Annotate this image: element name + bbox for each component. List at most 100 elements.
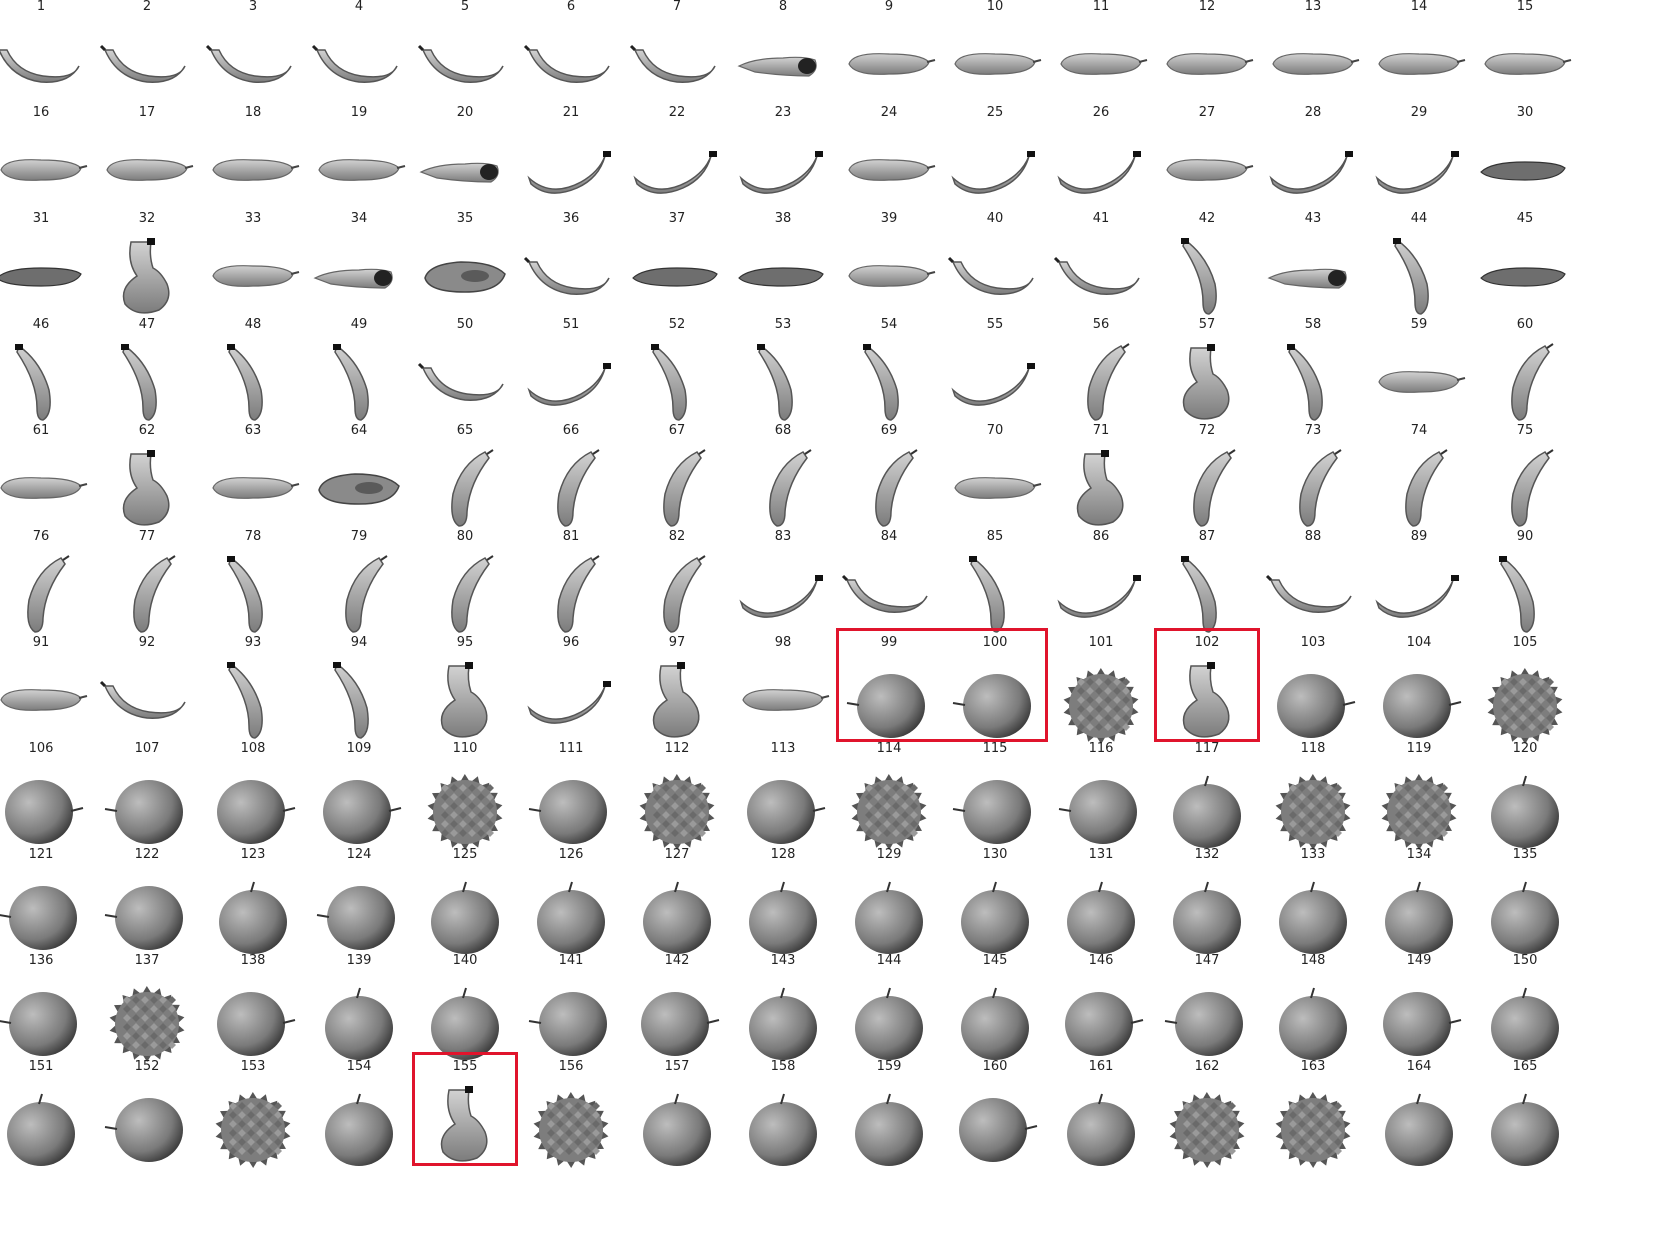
banana-image bbox=[1475, 20, 1575, 108]
apple-image bbox=[1051, 1080, 1151, 1168]
cell-label: 4 bbox=[354, 0, 364, 14]
banana-image bbox=[0, 126, 91, 214]
grid-cell: 5 bbox=[410, 0, 520, 114]
cell-label: 27 bbox=[1198, 105, 1216, 120]
banana-image bbox=[1263, 126, 1363, 214]
grid-cell: 106 bbox=[0, 742, 96, 856]
cell-label: 12 bbox=[1198, 0, 1216, 14]
grid-cell: 13 bbox=[1258, 0, 1368, 114]
cell-label: 129 bbox=[876, 847, 902, 862]
grid-cell: 86 bbox=[1046, 530, 1156, 644]
banana-image bbox=[945, 338, 1045, 426]
apple-image bbox=[1051, 868, 1151, 956]
grid-cell: 100 bbox=[940, 636, 1050, 750]
grid-cell: 162 bbox=[1152, 1060, 1262, 1174]
banana-image bbox=[733, 20, 833, 108]
banana-image bbox=[415, 232, 515, 320]
cell-label: 11 bbox=[1092, 0, 1110, 14]
cell-label: 69 bbox=[880, 423, 898, 438]
grid-cell: 45 bbox=[1470, 212, 1580, 326]
cell-label: 74 bbox=[1410, 423, 1428, 438]
grid-cell: 119 bbox=[1364, 742, 1474, 856]
cell-label: 130 bbox=[982, 847, 1008, 862]
grid-cell: 128 bbox=[728, 848, 838, 962]
apple-image bbox=[521, 868, 621, 956]
grid-cell: 134 bbox=[1364, 848, 1474, 962]
banana-image bbox=[1369, 232, 1469, 320]
cell-label: 165 bbox=[1512, 1059, 1538, 1074]
apple-image bbox=[733, 762, 833, 850]
cell-label: 142 bbox=[664, 953, 690, 968]
banana-image bbox=[0, 338, 91, 426]
grid-cell: 51 bbox=[516, 318, 626, 432]
cell-label: 106 bbox=[28, 741, 54, 756]
grid-cell: 44 bbox=[1364, 212, 1474, 326]
cell-label: 1 bbox=[36, 0, 46, 14]
cell-label: 57 bbox=[1198, 317, 1216, 332]
banana-image bbox=[0, 20, 91, 108]
cell-label: 144 bbox=[876, 953, 902, 968]
grid-cell: 136 bbox=[0, 954, 96, 1068]
cell-label: 52 bbox=[668, 317, 686, 332]
grid-cell: 156 bbox=[516, 1060, 626, 1174]
grid-cell: 69 bbox=[834, 424, 944, 538]
cell-label: 18 bbox=[244, 105, 262, 120]
cell-label: 110 bbox=[452, 741, 478, 756]
cell-label: 19 bbox=[350, 105, 368, 120]
grid-cell: 124 bbox=[304, 848, 414, 962]
cell-label: 6 bbox=[566, 0, 576, 14]
grid-cell: 95 bbox=[410, 636, 520, 750]
grid-cell: 71 bbox=[1046, 424, 1156, 538]
apple-image bbox=[945, 868, 1045, 956]
grid-cell: 8 bbox=[728, 0, 838, 114]
banana-image bbox=[627, 126, 727, 214]
grid-cell: 23 bbox=[728, 106, 838, 220]
banana-image bbox=[945, 20, 1045, 108]
apple-image bbox=[521, 762, 621, 850]
highlight-box bbox=[1154, 628, 1260, 742]
cell-label: 105 bbox=[1512, 635, 1538, 650]
cell-label: 73 bbox=[1304, 423, 1322, 438]
cell-label: 66 bbox=[562, 423, 580, 438]
cell-label: 29 bbox=[1410, 105, 1428, 120]
grid-cell: 92 bbox=[92, 636, 202, 750]
grid-cell: 79 bbox=[304, 530, 414, 644]
banana-image bbox=[1263, 338, 1363, 426]
cell-label: 87 bbox=[1198, 529, 1216, 544]
grid-cell: 30 bbox=[1470, 106, 1580, 220]
cell-label: 7 bbox=[672, 0, 682, 14]
cell-label: 132 bbox=[1194, 847, 1220, 862]
grid-cell: 105 bbox=[1470, 636, 1580, 750]
grid-cell: 160 bbox=[940, 1060, 1050, 1174]
grid-cell: 157 bbox=[622, 1060, 732, 1174]
cell-label: 16 bbox=[32, 105, 50, 120]
banana-image bbox=[0, 232, 91, 320]
grid-cell: 62 bbox=[92, 424, 202, 538]
cell-label: 71 bbox=[1092, 423, 1110, 438]
pineapple-image bbox=[1263, 1080, 1363, 1168]
banana-image bbox=[1475, 444, 1575, 532]
cell-label: 78 bbox=[244, 529, 262, 544]
apple-image bbox=[627, 868, 727, 956]
grid-cell: 133 bbox=[1258, 848, 1368, 962]
cell-label: 118 bbox=[1300, 741, 1326, 756]
grid-cell: 84 bbox=[834, 530, 944, 644]
apple-image bbox=[839, 974, 939, 1062]
banana-image bbox=[945, 444, 1045, 532]
grid-cell: 135 bbox=[1470, 848, 1580, 962]
cell-label: 65 bbox=[456, 423, 474, 438]
banana-image bbox=[203, 338, 303, 426]
grid-cell: 42 bbox=[1152, 212, 1262, 326]
grid-cell: 7 bbox=[622, 0, 732, 114]
banana-image bbox=[1051, 550, 1151, 638]
grid-cell: 64 bbox=[304, 424, 414, 538]
grid-cell: 159 bbox=[834, 1060, 944, 1174]
banana-image bbox=[627, 338, 727, 426]
cell-label: 58 bbox=[1304, 317, 1322, 332]
cell-label: 91 bbox=[32, 635, 50, 650]
grid-cell: 125 bbox=[410, 848, 520, 962]
banana-image bbox=[1051, 126, 1151, 214]
banana-image bbox=[97, 550, 197, 638]
apple-image bbox=[1369, 974, 1469, 1062]
banana-image bbox=[203, 20, 303, 108]
